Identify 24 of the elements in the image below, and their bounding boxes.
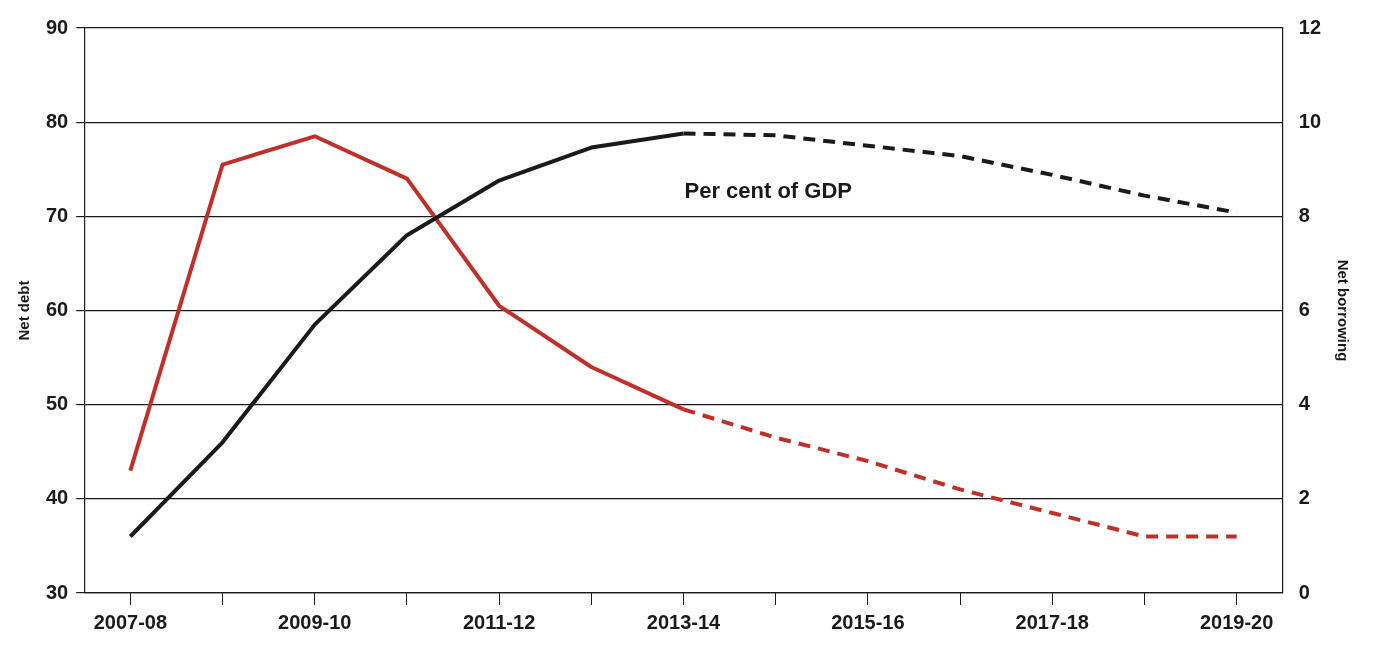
y2-tick-label: 4 bbox=[1298, 392, 1311, 415]
y-tick-label: 30 bbox=[46, 580, 69, 603]
y2-tick-label: 12 bbox=[1298, 15, 1321, 38]
y2-axis-title: Net borrowing bbox=[1334, 259, 1352, 362]
y2-tick-label: 6 bbox=[1298, 298, 1310, 321]
y2-tick-label: 2 bbox=[1298, 486, 1310, 509]
y2-tick-label: 0 bbox=[1298, 580, 1310, 603]
x-tick-label: 2019-20 bbox=[1199, 610, 1274, 633]
x-tick-label: 2009-10 bbox=[278, 610, 352, 633]
y-tick-label: 90 bbox=[46, 15, 69, 38]
annotation: Per cent of GDP bbox=[684, 177, 852, 203]
y-axis-title: Net debt bbox=[15, 280, 33, 341]
x-tick-label: 2017-18 bbox=[1015, 610, 1089, 633]
x-tick-label: 2007-08 bbox=[93, 610, 168, 633]
y-tick-label: 60 bbox=[46, 298, 69, 321]
y-tick-label: 80 bbox=[46, 109, 69, 132]
x-tick-label: 2011-12 bbox=[462, 610, 536, 633]
y2-tick-label: 8 bbox=[1298, 203, 1310, 226]
x-tick-label: 2013-14 bbox=[646, 610, 722, 633]
y-tick-label: 70 bbox=[46, 203, 69, 226]
y-tick-label: 40 bbox=[46, 486, 69, 509]
x-tick-label: 2015-16 bbox=[831, 610, 905, 633]
y2-tick-label: 10 bbox=[1298, 109, 1321, 132]
y-tick-label: 50 bbox=[46, 392, 69, 415]
